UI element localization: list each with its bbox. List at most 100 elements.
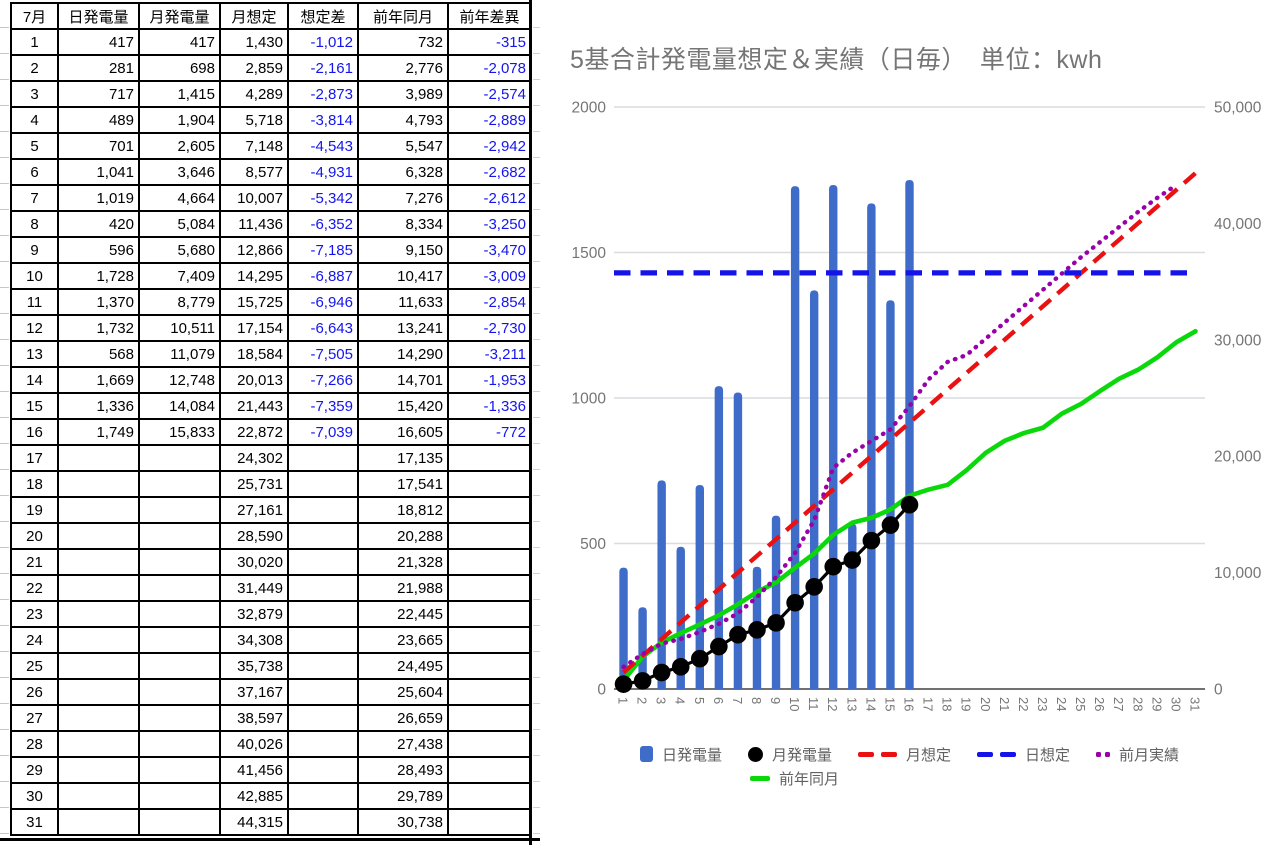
table-value-cell[interactable]: -7,505	[287, 340, 359, 368]
table-value-cell[interactable]: -4,931	[287, 158, 359, 186]
table-value-cell[interactable]	[447, 678, 532, 706]
table-value-cell[interactable]: 698	[138, 54, 221, 82]
table-value-cell[interactable]: 22,445	[357, 600, 449, 628]
table-value-cell[interactable]: -7,039	[287, 418, 359, 446]
table-value-cell[interactable]: 1,370	[57, 288, 140, 316]
table-value-cell[interactable]: 1,041	[57, 158, 140, 186]
table-value-cell[interactable]: -3,250	[447, 210, 532, 238]
table-value-cell[interactable]: 14,290	[357, 340, 449, 368]
legend-item-6[interactable]: 前年同月	[749, 768, 839, 789]
table-value-cell[interactable]	[447, 626, 532, 654]
table-day-cell[interactable]: 6	[10, 158, 59, 186]
table-value-cell[interactable]: 18,584	[219, 340, 289, 368]
table-value-cell[interactable]: -5,342	[287, 184, 359, 212]
table-value-cell[interactable]: 40,026	[219, 730, 289, 758]
table-value-cell[interactable]	[57, 782, 140, 810]
table-value-cell[interactable]	[57, 600, 140, 628]
table-value-cell[interactable]: 25,604	[357, 678, 449, 706]
table-value-cell[interactable]: 2,776	[357, 54, 449, 82]
table-value-cell[interactable]	[138, 704, 221, 732]
table-value-cell[interactable]	[447, 522, 532, 550]
table-day-cell[interactable]: 28	[10, 730, 59, 758]
table-day-cell[interactable]: 29	[10, 756, 59, 784]
table-day-cell[interactable]: 4	[10, 106, 59, 134]
table-value-cell[interactable]: 30,020	[219, 548, 289, 576]
table-value-cell[interactable]: 420	[57, 210, 140, 238]
table-value-cell[interactable]: 1,019	[57, 184, 140, 212]
table-value-cell[interactable]	[287, 652, 359, 680]
table-day-cell[interactable]: 8	[10, 210, 59, 238]
table-value-cell[interactable]: 732	[357, 28, 449, 56]
table-value-cell[interactable]: 10,511	[138, 314, 221, 342]
table-value-cell[interactable]	[57, 626, 140, 654]
table-day-cell[interactable]: 31	[10, 808, 59, 836]
table-value-cell[interactable]: -7,359	[287, 392, 359, 420]
table-value-cell[interactable]	[57, 756, 140, 784]
table-value-cell[interactable]: 38,597	[219, 704, 289, 732]
table-value-cell[interactable]: 27,161	[219, 496, 289, 524]
table-value-cell[interactable]	[57, 652, 140, 680]
table-value-cell[interactable]: 14,701	[357, 366, 449, 394]
table-day-cell[interactable]: 27	[10, 704, 59, 732]
table-value-cell[interactable]: 4,793	[357, 106, 449, 134]
legend-item-3[interactable]: 月想定	[857, 744, 951, 765]
table-value-cell[interactable]: 3,646	[138, 158, 221, 186]
table-value-cell[interactable]	[287, 782, 359, 810]
table-value-cell[interactable]: 8,334	[357, 210, 449, 238]
table-value-cell[interactable]: 42,885	[219, 782, 289, 810]
table-day-cell[interactable]: 25	[10, 652, 59, 680]
table-value-cell[interactable]: 22,872	[219, 418, 289, 446]
table-value-cell[interactable]: 24,302	[219, 444, 289, 472]
legend-item-4[interactable]: 日想定	[977, 744, 1070, 765]
table-value-cell[interactable]: -2,889	[447, 106, 532, 134]
table-value-cell[interactable]: 5,084	[138, 210, 221, 238]
table-value-cell[interactable]: 17,135	[357, 444, 449, 472]
table-value-cell[interactable]: 701	[57, 132, 140, 160]
table-value-cell[interactable]: -2,682	[447, 158, 532, 186]
table-value-cell[interactable]: 7,409	[138, 262, 221, 290]
table-value-cell[interactable]: 10,007	[219, 184, 289, 212]
table-value-cell[interactable]	[57, 496, 140, 524]
table-value-cell[interactable]: 11,633	[357, 288, 449, 316]
table-day-cell[interactable]: 22	[10, 574, 59, 602]
table-value-cell[interactable]	[287, 548, 359, 576]
table-value-cell[interactable]: 20,013	[219, 366, 289, 394]
table-value-cell[interactable]	[138, 444, 221, 472]
table-value-cell[interactable]: 15,725	[219, 288, 289, 316]
table-value-cell[interactable]: 1,669	[57, 366, 140, 394]
table-value-cell[interactable]: 11,436	[219, 210, 289, 238]
table-value-cell[interactable]: 30,738	[357, 808, 449, 836]
table-value-cell[interactable]	[57, 574, 140, 602]
table-value-cell[interactable]: 21,988	[357, 574, 449, 602]
table-value-cell[interactable]: 15,420	[357, 392, 449, 420]
table-value-cell[interactable]: -2,730	[447, 314, 532, 342]
table-value-cell[interactable]	[287, 600, 359, 628]
table-value-cell[interactable]: 417	[57, 28, 140, 56]
table-value-cell[interactable]: 17,154	[219, 314, 289, 342]
table-value-cell[interactable]: 14,295	[219, 262, 289, 290]
table-value-cell[interactable]: 12,748	[138, 366, 221, 394]
table-value-cell[interactable]: 16,605	[357, 418, 449, 446]
table-header-cell[interactable]: 日発電量	[57, 2, 140, 30]
table-value-cell[interactable]	[287, 756, 359, 784]
table-day-cell[interactable]: 19	[10, 496, 59, 524]
table-header-cell[interactable]: 月発電量	[138, 2, 221, 30]
table-value-cell[interactable]	[447, 782, 532, 810]
table-value-cell[interactable]: -3,814	[287, 106, 359, 134]
table-value-cell[interactable]: 23,665	[357, 626, 449, 654]
table-value-cell[interactable]: 8,779	[138, 288, 221, 316]
table-value-cell[interactable]	[287, 522, 359, 550]
table-value-cell[interactable]	[57, 678, 140, 706]
generation-chart[interactable]: 5基合計発電量想定＆実績（日毎） 単位：kwh 0 500 1000 1500 2000…	[540, 0, 1279, 845]
legend-item-5[interactable]: 前月実績	[1096, 744, 1179, 765]
table-value-cell[interactable]	[57, 704, 140, 732]
table-value-cell[interactable]: 13,241	[357, 314, 449, 342]
table-value-cell[interactable]: 17,541	[357, 470, 449, 498]
table-value-cell[interactable]: 1,732	[57, 314, 140, 342]
table-day-cell[interactable]: 2	[10, 54, 59, 82]
table-value-cell[interactable]	[138, 782, 221, 810]
table-value-cell[interactable]	[138, 470, 221, 498]
table-value-cell[interactable]: -2,574	[447, 80, 532, 108]
table-day-cell[interactable]: 1	[10, 28, 59, 56]
table-value-cell[interactable]: 28,493	[357, 756, 449, 784]
